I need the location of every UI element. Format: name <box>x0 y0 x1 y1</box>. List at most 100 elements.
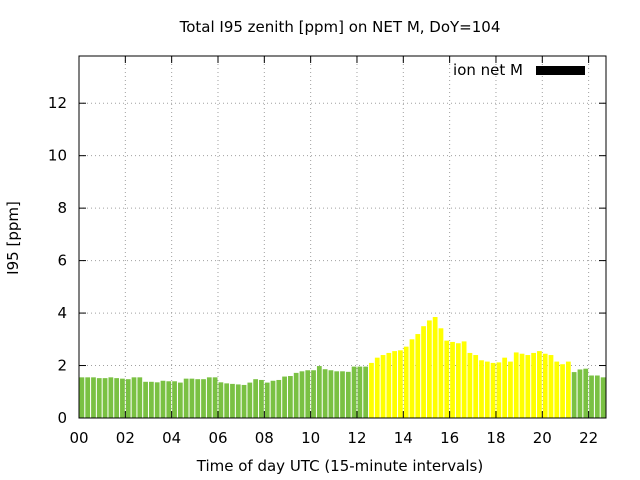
bar <box>177 382 183 418</box>
bar <box>554 361 560 418</box>
bar <box>264 382 270 418</box>
bar <box>79 377 85 418</box>
bar <box>235 384 241 418</box>
x-tick-label: 02 <box>116 429 135 447</box>
bar <box>444 340 450 418</box>
bar <box>398 350 403 418</box>
bar <box>345 371 351 418</box>
legend: ion net M <box>453 61 585 79</box>
bar <box>102 378 108 418</box>
bar <box>473 355 479 418</box>
y-tick-label: 8 <box>57 199 67 217</box>
bar <box>340 371 345 418</box>
x-axis-label: Time of day UTC (15-minute intervals) <box>196 457 483 475</box>
bars <box>79 317 606 418</box>
plot-frame <box>78 55 607 419</box>
bar <box>415 334 421 418</box>
bar <box>484 361 490 418</box>
bar <box>85 377 91 418</box>
bar <box>421 326 426 418</box>
legend-swatch <box>536 66 585 75</box>
x-tick-label: 20 <box>533 429 552 447</box>
bar <box>114 378 120 418</box>
bar <box>508 361 513 418</box>
x-tick-label: 22 <box>579 429 598 447</box>
bar <box>241 384 247 418</box>
x-tick-label: 14 <box>394 429 413 447</box>
x-tick-label: 00 <box>69 429 88 447</box>
bar <box>351 366 357 418</box>
bar <box>305 370 311 418</box>
bar <box>299 371 305 418</box>
bar <box>548 355 554 418</box>
bar <box>583 368 589 418</box>
bar <box>288 376 293 418</box>
bar <box>201 379 206 418</box>
bar <box>374 357 380 418</box>
bar <box>143 381 148 418</box>
bar <box>137 377 143 418</box>
bar <box>542 353 548 418</box>
y-tick-label: 2 <box>57 357 67 375</box>
x-tick-label: 18 <box>486 429 505 447</box>
bar <box>212 377 218 418</box>
y-axis: 0 2 4 6 8 10 12 <box>48 94 606 427</box>
bar <box>108 377 114 418</box>
bar <box>525 355 531 418</box>
bar <box>253 379 259 418</box>
bar <box>357 366 363 418</box>
bar <box>206 377 212 418</box>
bar <box>166 381 172 418</box>
legend-label: ion net M <box>453 61 523 79</box>
bar <box>502 357 508 418</box>
x-tick-label: 16 <box>440 429 459 447</box>
bar <box>409 339 415 418</box>
bar <box>224 383 230 418</box>
bar <box>149 381 154 418</box>
bar <box>461 341 467 418</box>
bar <box>438 328 444 418</box>
bar <box>455 343 461 418</box>
bar <box>91 377 96 418</box>
bar <box>450 341 455 418</box>
bar <box>571 372 577 418</box>
bar <box>131 377 137 418</box>
bar <box>276 379 282 418</box>
bar <box>426 320 432 418</box>
bar <box>496 362 502 418</box>
bar <box>594 375 600 418</box>
bar <box>316 366 322 418</box>
bar <box>369 362 374 418</box>
bar <box>195 379 201 418</box>
bar <box>380 355 386 418</box>
bar <box>577 369 583 418</box>
bar <box>589 375 594 418</box>
x-tick-label: 08 <box>255 429 274 447</box>
bar <box>600 377 606 418</box>
bar <box>467 352 473 418</box>
bar <box>490 362 496 418</box>
bar <box>560 364 565 418</box>
bar <box>432 317 438 418</box>
bar <box>293 372 299 418</box>
bar <box>183 378 189 418</box>
x-tick-label: 04 <box>162 429 181 447</box>
y-tick-label: 6 <box>57 252 67 270</box>
bar <box>172 381 177 418</box>
x-tick-label: 12 <box>347 429 366 447</box>
bar <box>311 370 316 418</box>
x-tick-label: 06 <box>208 429 227 447</box>
grid-lines <box>79 56 606 418</box>
y-tick-label: 4 <box>57 304 67 322</box>
bar <box>403 346 409 418</box>
bar <box>519 353 525 418</box>
bar <box>154 382 160 418</box>
bar <box>282 376 287 418</box>
bar <box>322 369 328 418</box>
y-tick-label: 10 <box>48 147 67 165</box>
y-tick-label: 12 <box>48 94 67 112</box>
bar <box>270 380 276 418</box>
bar <box>537 351 542 418</box>
bar <box>125 379 131 418</box>
